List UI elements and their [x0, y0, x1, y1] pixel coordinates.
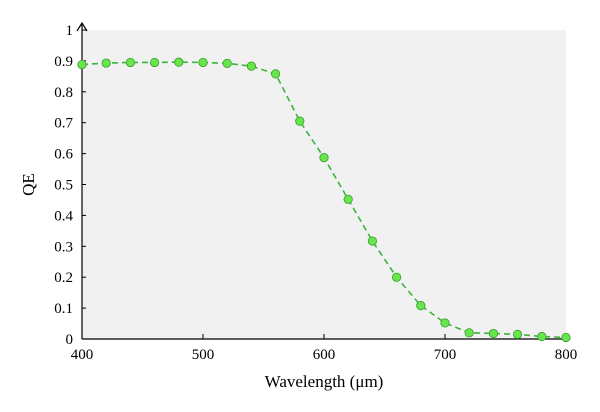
- data-point: [537, 331, 547, 342]
- y-tick-label: 0: [66, 332, 74, 348]
- data-point: [488, 328, 498, 339]
- data-point: [174, 57, 184, 67]
- data-point: [512, 329, 523, 339]
- plot-area: [82, 30, 566, 339]
- x-tick-label: 700: [434, 347, 457, 363]
- data-point: [464, 328, 474, 338]
- x-axis-title: Wavelength (μm): [265, 372, 384, 391]
- y-axis-title: QE: [19, 173, 38, 196]
- data-point: [125, 57, 135, 68]
- y-tick-labels: 0 0.1 0.2 0.3 0.4 0.5 0.6 0.7 0.8 0.9 1: [54, 23, 73, 348]
- data-point: [440, 318, 450, 328]
- y-tick-label: 0.6: [54, 147, 73, 163]
- y-tick-label: 0.5: [54, 178, 73, 194]
- x-tick-label: 800: [555, 347, 578, 363]
- data-point: [367, 236, 377, 246]
- y-tick-label: 1: [66, 23, 74, 39]
- series-layer: [77, 57, 571, 343]
- x-tick-label: 400: [71, 347, 94, 363]
- data-point: [77, 60, 87, 70]
- data-point: [270, 69, 281, 79]
- y-tick-label: 0.9: [54, 54, 73, 70]
- y-tick-label: 0.2: [54, 270, 73, 286]
- data-point: [101, 58, 111, 68]
- y-tick-label: 0.4: [54, 208, 73, 224]
- axes: [76, 21, 568, 340]
- data-point: [246, 61, 256, 71]
- y-tick-label: 0.8: [54, 85, 73, 101]
- x-tick-label: 500: [192, 347, 215, 363]
- data-point: [198, 57, 208, 68]
- y-tick-label: 0.1: [54, 301, 73, 317]
- data-point: [343, 194, 353, 204]
- y-tick-label: 0.3: [54, 239, 73, 255]
- data-point: [150, 57, 160, 68]
- data-point: [391, 272, 402, 282]
- x-tick-labels: 400 500 600 700 800: [71, 347, 578, 363]
- data-point: [416, 301, 426, 311]
- data-point: [222, 58, 232, 68]
- x-tick-label: 600: [313, 347, 336, 363]
- y-axis-arrow: [76, 21, 88, 32]
- data-point: [295, 116, 305, 126]
- data-point: [319, 153, 329, 163]
- y-tick-label: 0.7: [54, 116, 73, 132]
- data-point: [561, 332, 571, 343]
